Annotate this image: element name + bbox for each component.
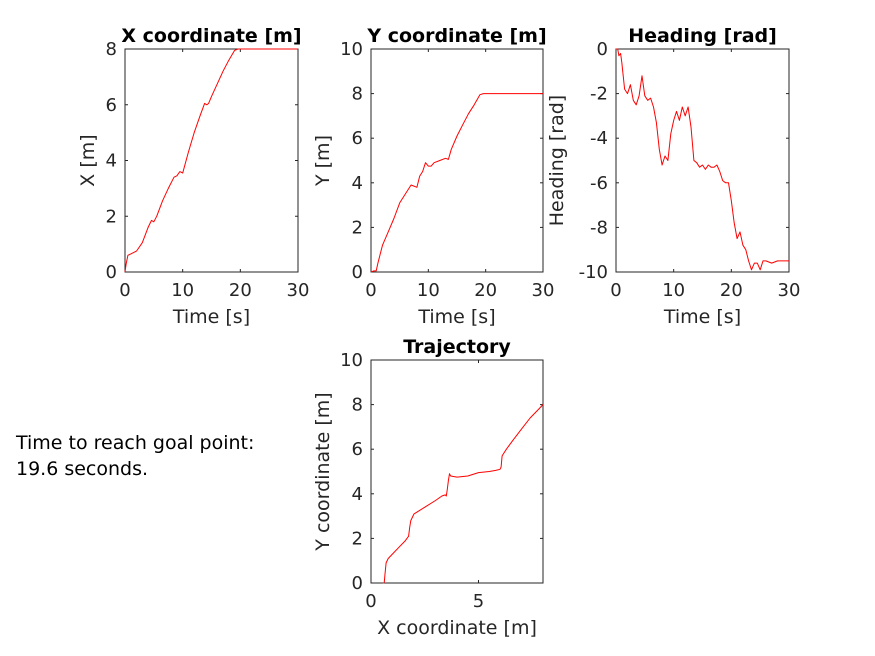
y-coordinate-xtick-label: 20 xyxy=(474,280,497,301)
trajectory-ytick-label: 4 xyxy=(352,484,363,505)
trajectory-ytick-label: 2 xyxy=(352,528,363,549)
trajectory-xtick-label: 5 xyxy=(473,591,484,612)
trajectory-ytick-label: 0 xyxy=(352,573,363,594)
heading-xtick-label: 10 xyxy=(662,280,685,301)
heading-ytick-label: -8 xyxy=(590,217,608,238)
heading-ytick-label: -6 xyxy=(590,173,608,194)
heading-ytick-label: -2 xyxy=(590,84,608,105)
heading-xtick-label: 0 xyxy=(610,280,621,301)
y-coordinate-series-line xyxy=(370,93,543,273)
x-coordinate-ytick-label: 0 xyxy=(106,262,117,283)
goal-time-annotation: Time to reach goal point: 19.6 seconds. xyxy=(16,430,254,482)
x-coordinate-xtick-label: 30 xyxy=(287,280,310,301)
y-coordinate-title: Y coordinate [m] xyxy=(366,25,546,47)
heading-xtick-label: 30 xyxy=(778,280,801,301)
heading-chart: 0 10 20 30 0 -2 -4 -6 -8 -10 Heading [rad] Time [s]… xyxy=(546,25,800,328)
x-coordinate-plot-area xyxy=(124,48,299,273)
y-coordinate-xtick-label: 30 xyxy=(532,280,555,301)
heading-ytick-label: -4 xyxy=(590,128,608,149)
trajectory-ytick-label: 10 xyxy=(340,350,363,371)
heading-series-line xyxy=(616,48,789,271)
x-coordinate-xtick-label: 10 xyxy=(171,280,194,301)
x-coordinate-xtick-label: 20 xyxy=(229,280,252,301)
y-coordinate-ytick-label: 6 xyxy=(352,128,363,149)
y-coordinate-xtick-label: 10 xyxy=(417,280,440,301)
heading-ylabel: Heading [rad] xyxy=(546,95,568,226)
y-coordinate-xtick-label: 0 xyxy=(365,280,376,301)
heading-xtick-label: 20 xyxy=(720,280,743,301)
heading-ytick-label: -10 xyxy=(579,262,608,283)
x-coordinate-xtick-label: 0 xyxy=(119,280,130,301)
y-coordinate-ytick-label: 0 xyxy=(352,262,363,283)
x-coordinate-xlabel: Time [s] xyxy=(172,306,250,328)
y-coordinate-ytick-label: 4 xyxy=(352,173,363,194)
x-coordinate-ylabel: X [m] xyxy=(77,134,99,186)
x-coordinate-chart: 0 10 20 30 0 2 4 6 8X coordinate [m] Time [s] X [m… xyxy=(77,25,309,328)
goal-time-line2: 19.6 seconds. xyxy=(16,458,149,480)
goal-time-line1: Time to reach goal point: xyxy=(16,432,255,454)
y-coordinate-ylabel: Y [m] xyxy=(312,135,334,187)
x-coordinate-ytick-label: 2 xyxy=(106,206,117,227)
trajectory-chart: 0 5 0 2 4 6 8 10 Trajectory X coordinate [m] Y coo… xyxy=(312,336,544,639)
heading-title: Heading [rad] xyxy=(628,25,777,47)
y-coordinate-ytick-label: 8 xyxy=(352,84,363,105)
y-coordinate-xlabel: Time [s] xyxy=(417,306,495,328)
y-coordinate-plot-area xyxy=(370,48,544,273)
heading-plot-area xyxy=(615,48,790,273)
trajectory-series-line xyxy=(382,404,544,584)
x-coordinate-ytick-label: 8 xyxy=(106,39,117,60)
y-coordinate-ytick-label: 10 xyxy=(340,39,363,60)
trajectory-ytick-label: 6 xyxy=(352,439,363,460)
heading-xlabel: Time [s] xyxy=(663,306,741,328)
trajectory-ytick-label: 8 xyxy=(352,395,363,416)
trajectory-xlabel: X coordinate [m] xyxy=(377,617,537,639)
x-coordinate-ytick-label: 4 xyxy=(106,151,117,172)
trajectory-ylabel: Y coordinate [m] xyxy=(312,392,334,551)
x-coordinate-series-line xyxy=(124,48,298,273)
trajectory-xtick-label: 0 xyxy=(365,591,376,612)
heading-ytick-label: 0 xyxy=(597,39,608,60)
trajectory-title: Trajectory xyxy=(403,336,511,358)
x-coordinate-title: X coordinate [m] xyxy=(121,25,301,47)
x-coordinate-ytick-label: 6 xyxy=(106,95,117,116)
y-coordinate-ytick-label: 2 xyxy=(352,217,363,238)
